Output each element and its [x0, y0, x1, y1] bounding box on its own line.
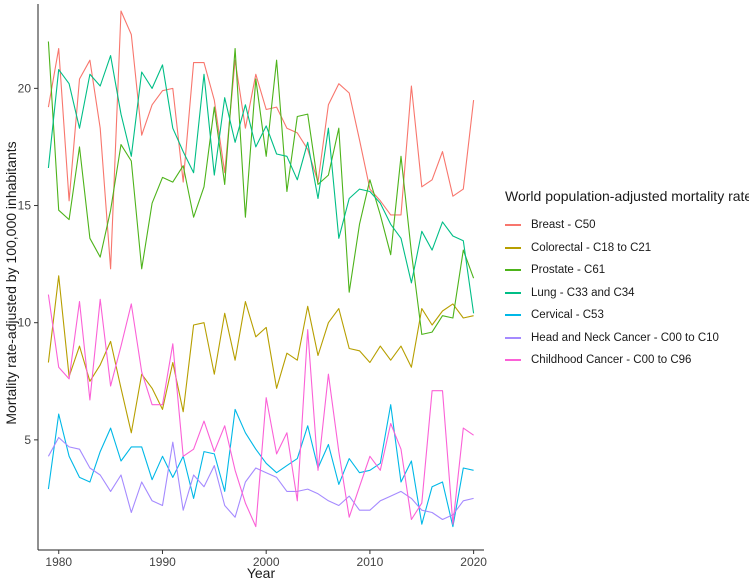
legend-item: Lung - C33 and C34 — [505, 282, 749, 305]
legend-item: Cervical - C53 — [505, 304, 749, 327]
x-tick-label: 1980 — [45, 555, 72, 569]
legend-label: Cervical - C53 — [531, 309, 604, 322]
y-axis-title: Mortality rate-adjusted by 100,000 inhab… — [3, 141, 19, 424]
legend-item: Colorectal - C18 to C21 — [505, 237, 749, 260]
series-lines — [47, 10, 475, 528]
legend-label: Prostate - C61 — [531, 264, 606, 277]
y-tick-label: 15 — [18, 199, 32, 213]
x-tick-label: 1990 — [149, 555, 176, 569]
legend-label: Colorectal - C18 to C21 — [531, 241, 652, 254]
y-tick-label: 10 — [18, 316, 32, 330]
series-line-4 — [47, 55, 475, 314]
legend-item: Prostate - C61 — [505, 259, 749, 282]
legend-title: World population-adjusted mortality rate — [505, 188, 749, 204]
legend-items: Breast - C50 Colorectal - C18 to C21 Prost… — [505, 214, 749, 372]
x-tick-label: 2020 — [460, 555, 487, 569]
legend: World population-adjusted mortality rate… — [505, 188, 749, 372]
legend-swatch — [505, 269, 521, 272]
legend-swatch — [505, 246, 521, 249]
legend-swatch — [505, 336, 521, 339]
series-line-7 — [47, 294, 474, 528]
legend-swatch — [505, 359, 521, 362]
x-tick-label: 2000 — [253, 555, 280, 569]
legend-item: Head and Neck Cancer - C00 to C10 — [505, 327, 749, 350]
legend-item: Childhood Cancer - C00 to C96 — [505, 349, 749, 372]
x-axis-title: Year — [247, 565, 276, 581]
x-tick-label: 2010 — [357, 555, 384, 569]
legend-label: Childhood Cancer - C00 to C96 — [531, 354, 692, 367]
y-tick-label: 5 — [24, 433, 31, 447]
y-tick-label: 20 — [18, 81, 32, 95]
series-line-6 — [47, 436, 474, 521]
legend-item: Breast - C50 — [505, 214, 749, 237]
legend-swatch — [505, 314, 521, 317]
legend-label: Head and Neck Cancer - C00 to C10 — [531, 331, 719, 344]
series-line-2 — [47, 275, 474, 434]
series-line-3 — [47, 41, 475, 335]
legend-label: Lung - C33 and C34 — [531, 286, 635, 299]
series-line-1 — [47, 10, 475, 270]
axes: 1980 1990 2000 2010 2020 5 10 15 20 — [18, 4, 487, 569]
legend-label: Breast - C50 — [531, 219, 596, 232]
legend-swatch — [505, 291, 521, 294]
legend-swatch — [505, 224, 521, 227]
